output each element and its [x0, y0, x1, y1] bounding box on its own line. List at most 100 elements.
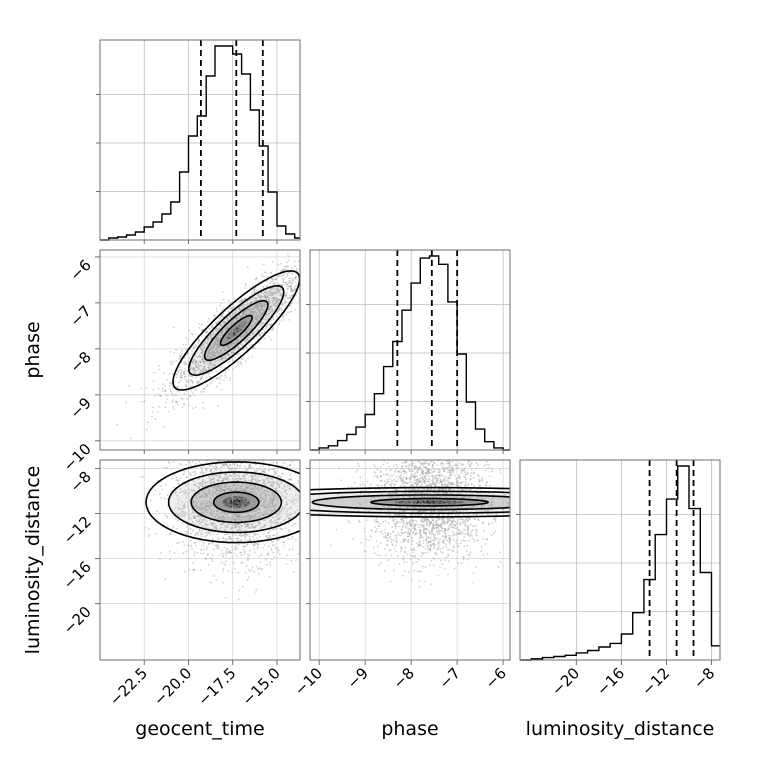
sample-point	[305, 530, 307, 532]
sample-point	[312, 536, 314, 538]
sample-point	[196, 552, 199, 554]
sample-point	[249, 465, 252, 467]
sample-point	[216, 533, 219, 536]
sample-point	[229, 316, 232, 319]
sample-point	[200, 470, 203, 473]
sample-point	[243, 497, 246, 500]
sample-point	[281, 528, 284, 531]
sample-point	[200, 549, 203, 551]
sample-point	[208, 490, 211, 493]
sample-point	[240, 306, 243, 308]
sample-point	[252, 333, 255, 335]
sample-point	[177, 513, 180, 516]
sample-point	[218, 485, 221, 488]
sample-point	[218, 358, 221, 361]
sample-point	[204, 368, 207, 371]
sample-point	[286, 297, 289, 299]
sample-point	[219, 361, 222, 364]
sample-point	[223, 463, 226, 466]
sample-point	[238, 329, 240, 332]
sample-point	[256, 318, 259, 321]
sample-point	[272, 484, 274, 487]
sample-point	[225, 524, 228, 527]
sample-point	[269, 498, 272, 500]
sample-point	[193, 483, 196, 486]
sample-point	[172, 438, 174, 440]
sample-point	[222, 477, 225, 480]
sample-point	[170, 392, 173, 395]
sample-point	[217, 376, 220, 379]
sample-point	[221, 331, 224, 334]
sample-point	[271, 278, 274, 281]
sample-point	[222, 581, 225, 584]
sample-point	[249, 310, 252, 313]
sample-point	[455, 484, 458, 486]
sample-point	[302, 292, 304, 294]
sample-point	[279, 294, 281, 297]
sample-point	[186, 524, 189, 526]
sample-point	[204, 493, 207, 495]
sample-point	[254, 543, 256, 546]
sample-point	[196, 382, 199, 385]
sample-point	[211, 524, 214, 526]
sample-point	[225, 329, 228, 331]
sample-point	[284, 461, 287, 464]
sample-point	[419, 510, 421, 513]
sample-point	[225, 526, 228, 529]
sample-point	[255, 320, 258, 322]
sample-point	[223, 465, 226, 468]
sample-point	[202, 368, 205, 371]
sample-point	[201, 494, 204, 497]
sample-point	[173, 486, 175, 489]
sample-point	[203, 536, 206, 538]
sample-point	[207, 505, 210, 508]
sample-point	[236, 501, 239, 504]
sample-point	[237, 514, 240, 517]
sample-point	[236, 496, 239, 499]
sample-point	[277, 282, 280, 285]
sample-point	[249, 334, 252, 337]
sample-point	[274, 498, 277, 500]
sample-point	[189, 473, 192, 476]
sample-point	[219, 488, 222, 490]
sample-point	[200, 323, 203, 326]
sample-point	[183, 544, 186, 546]
sample-point	[191, 352, 193, 355]
sample-point	[202, 350, 204, 353]
sample-point	[221, 325, 223, 327]
sample-point	[247, 526, 250, 529]
sample-point	[281, 277, 284, 280]
sample-point	[251, 307, 253, 310]
sample-point	[247, 499, 250, 502]
sample-point	[214, 340, 217, 342]
sample-point	[195, 376, 198, 379]
sample-point	[200, 376, 203, 379]
sample-point	[221, 522, 224, 525]
sample-point	[192, 451, 194, 453]
sample-point	[285, 527, 287, 529]
sample-point	[446, 548, 449, 551]
sample-point	[324, 264, 326, 266]
sample-point	[214, 492, 217, 495]
sample-point	[245, 515, 248, 517]
sample-point	[236, 517, 239, 519]
sample-point	[223, 488, 226, 491]
sample-point	[256, 315, 259, 318]
sample-point	[217, 339, 220, 342]
sample-point	[255, 322, 257, 325]
sample-point	[291, 289, 294, 292]
sample-point	[246, 339, 249, 341]
sample-point	[239, 314, 241, 317]
sample-point	[215, 370, 218, 373]
sample-point	[229, 314, 232, 316]
sample-point	[264, 315, 267, 318]
sample-point	[218, 484, 220, 487]
sample-point	[439, 507, 442, 509]
sample-point	[257, 507, 260, 510]
sample-point	[210, 336, 213, 339]
sample-point	[269, 301, 271, 303]
sample-point	[254, 305, 257, 308]
sample-point	[256, 329, 259, 331]
sample-point	[277, 298, 280, 301]
sample-point	[205, 331, 207, 334]
